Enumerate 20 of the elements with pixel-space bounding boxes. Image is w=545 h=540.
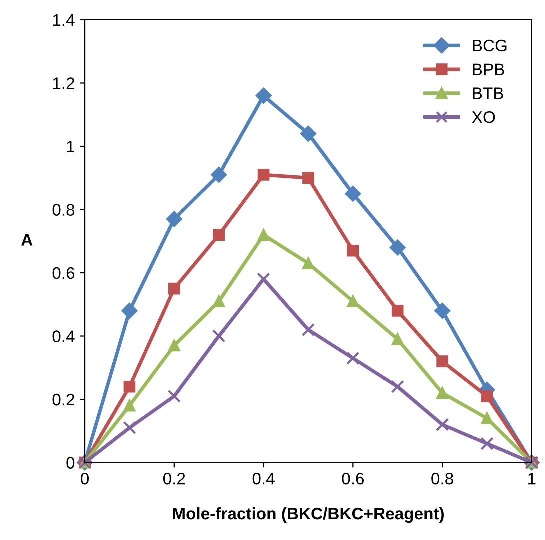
y-tick-label: 0.6 [52,267,75,280]
x-tick-label: 0 [81,472,90,485]
legend-label: BPB [473,64,504,76]
y-tick-label: 0.2 [52,394,74,406]
y-tick-label: 1.2 [53,78,74,90]
y-axis-title: A [22,234,33,246]
y-tick-label: 1.4 [53,14,75,26]
x-tick-label: 0.8 [432,472,454,485]
x-axis-title: Mole-fraction (BKC/BKC+Reagent) [173,507,444,524]
y-tick-label: 0.8 [52,204,75,216]
x-tick-label: 0.2 [163,472,186,485]
y-tick-label: 0.4 [52,330,75,342]
x-tick-label: 1 [528,473,536,485]
legend-label: XO [472,111,496,124]
y-tick-label: 1 [67,141,74,153]
legend-label: BTB [473,88,504,100]
x-tick-label: 0.4 [252,472,275,485]
x-tick-label: 0.6 [342,472,364,485]
y-tick-label: 0 [66,457,75,469]
legend-label: BCG [473,40,507,52]
